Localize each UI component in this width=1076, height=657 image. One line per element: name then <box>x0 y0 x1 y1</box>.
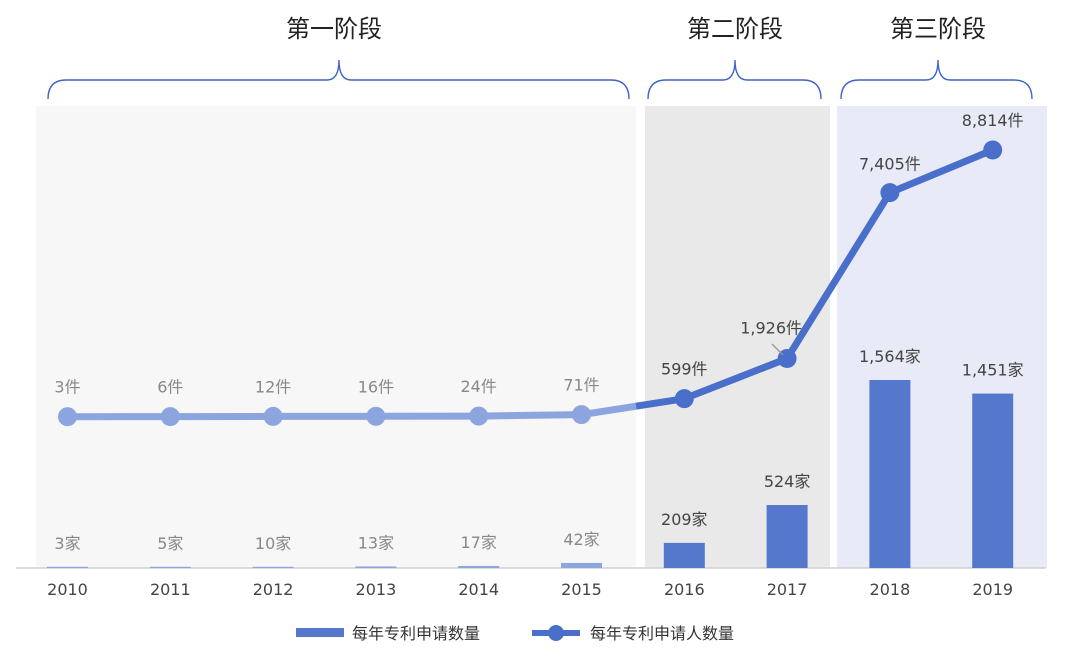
line-label-2018: 7,405件 <box>859 155 921 174</box>
stage-brace-1 <box>47 59 630 100</box>
bar-2017 <box>766 505 808 568</box>
legend-swatch-marker <box>548 625 564 641</box>
line-label-2017: 1,926件 <box>740 318 802 337</box>
line-label-2016: 599件 <box>661 360 708 379</box>
line-series <box>58 140 1003 427</box>
bar-2019 <box>972 393 1014 568</box>
x-tick-2010: 2010 <box>47 580 88 599</box>
x-tick-2018: 2018 <box>870 580 911 599</box>
label-leader-2017 <box>771 343 784 356</box>
line-label-2013: 16件 <box>358 377 394 396</box>
stage-braces <box>47 59 1033 100</box>
bar-label-2019: 1,451家 <box>962 361 1024 380</box>
stage-brace-2 <box>647 59 822 100</box>
stage-brace-3 <box>840 59 1033 100</box>
bar-label-2010: 3家 <box>54 534 80 553</box>
line-point-2014 <box>469 406 489 426</box>
bar-series <box>47 380 1014 568</box>
bar-label-2017: 524家 <box>764 472 811 491</box>
bar-2014 <box>458 565 500 568</box>
bar-2011 <box>149 566 191 568</box>
x-tick-2015: 2015 <box>561 580 602 599</box>
stage-bg-3 <box>837 106 1047 568</box>
bar-label-2015: 42家 <box>563 530 599 549</box>
bar-label-2011: 5家 <box>157 534 183 553</box>
line-point-2011 <box>160 407 180 427</box>
line-label-2012: 12件 <box>255 377 291 396</box>
bar-2016 <box>663 542 705 568</box>
stage-bg-1 <box>36 106 636 568</box>
x-tick-2011: 2011 <box>150 580 191 599</box>
x-axis-ticks: 2010 2011 2012 2013 2014 2015 2016 2017 2018 2019 <box>47 580 1013 599</box>
line-label-2019: 8,814件 <box>962 111 1024 130</box>
bar-2018 <box>869 380 911 568</box>
bar-2012 <box>252 566 294 568</box>
stage-title-1: 第一阶段 <box>286 15 382 43</box>
line-point-2015 <box>572 405 591 425</box>
data-labels: 3件 6件 12件 16件 24件 71件 599件 1,926件 7,405件 8,814件 3家… <box>54 111 1023 553</box>
x-tick-2014: 2014 <box>458 580 499 599</box>
line-point-2010 <box>58 407 77 427</box>
bar-label-2012: 10家 <box>255 534 291 553</box>
x-tick-2019: 2019 <box>972 580 1013 599</box>
line-point-2013 <box>366 406 386 426</box>
line-point-2012 <box>263 406 283 426</box>
x-tick-2016: 2016 <box>664 580 705 599</box>
bar-label-2013: 13家 <box>358 533 394 552</box>
bar-label-2014: 17家 <box>461 533 497 552</box>
line-point-2019 <box>983 140 1003 160</box>
x-tick-2012: 2012 <box>253 580 294 599</box>
line-label-2010: 3件 <box>54 378 80 397</box>
legend-label-line: 每年专利申请人数量 <box>590 624 734 643</box>
line-point-2016 <box>674 389 694 409</box>
x-tick-2017: 2017 <box>767 580 808 599</box>
bar-2013 <box>355 566 397 568</box>
legend-swatch-bar <box>296 628 344 637</box>
line-label-2011: 6件 <box>157 378 183 397</box>
legend-label-bar: 每年专利申请数量 <box>352 624 480 643</box>
bar-2015 <box>561 562 602 568</box>
x-tick-2013: 2013 <box>356 580 397 599</box>
legend: 每年专利申请数量 每年专利申请人数量 <box>296 624 734 643</box>
bar-label-2016: 209家 <box>661 510 708 529</box>
line-label-2014: 24件 <box>461 377 497 396</box>
stage-title-3: 第三阶段 <box>890 15 986 43</box>
stage-title-2: 第二阶段 <box>687 15 783 43</box>
bar-label-2018: 1,564家 <box>859 347 921 366</box>
stage-titles: 第一阶段 第二阶段 第三阶段 <box>286 15 986 43</box>
line-label-2015: 71件 <box>563 376 599 395</box>
bar-2010 <box>47 566 88 568</box>
line-point-2018 <box>880 183 900 203</box>
